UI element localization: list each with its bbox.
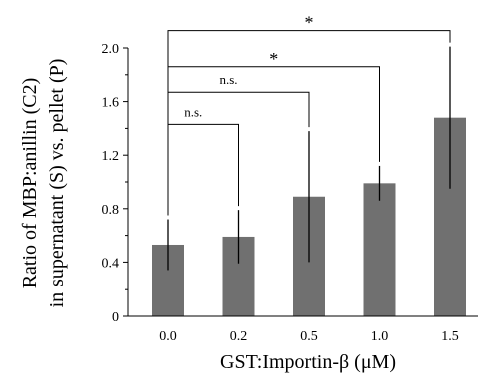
y-tick-label: 0.8 — [102, 203, 120, 218]
x-axis: 0.0 0.2 0.5 1.0 1.5 — [128, 315, 478, 344]
significance-label: * — [305, 13, 314, 33]
significance-brackets: n.s. n.s. * * — [167, 13, 451, 216]
x-tick-label: 1.0 — [371, 329, 389, 344]
x-tick-label: 0.5 — [300, 329, 318, 344]
x-tick-label: 0.2 — [230, 329, 248, 344]
significance-bracket — [167, 66, 380, 216]
y-tick-label: 0.4 — [102, 256, 120, 271]
x-tick-label: 0.0 — [159, 329, 177, 344]
y-tick-label: 0 — [112, 310, 119, 325]
y-axis-title-line1: Ratio of MBP:anillin (C2) — [19, 78, 41, 289]
significance-label: * — [269, 49, 278, 69]
significance-label: n.s. — [219, 72, 237, 87]
y-tick-label: 1.2 — [102, 149, 120, 164]
y-tick-label: 1.6 — [102, 96, 120, 111]
significance-bracket — [167, 30, 451, 216]
bar-1.0 — [363, 183, 396, 316]
error-bars-group — [167, 46, 451, 271]
x-tick-label: 1.5 — [441, 329, 459, 344]
y-axis: 0 0.4 0.8 1.2 1.6 2.0 — [102, 42, 129, 325]
y-tick-label: 2.0 — [102, 42, 120, 57]
significance-bracket — [167, 123, 239, 216]
significance-label: n.s. — [184, 104, 202, 119]
y-axis-title-line2: in supernatant (S) vs. pellet (P) — [46, 59, 68, 308]
x-axis-title: GST:Importin-β (μM) — [220, 351, 396, 373]
